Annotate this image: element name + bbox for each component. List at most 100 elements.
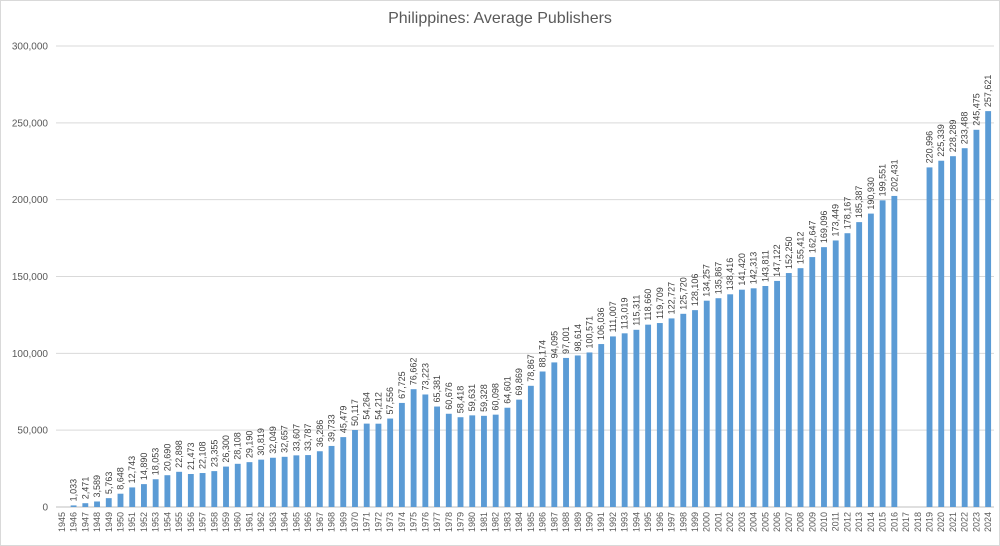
- data-label: 128,106: [690, 274, 700, 307]
- data-label: 22,108: [198, 441, 208, 469]
- x-tick-label: 2005: [760, 512, 770, 532]
- x-tick-label: 1987: [549, 512, 559, 532]
- bar: [141, 484, 147, 507]
- x-tick-label: 2015: [878, 512, 888, 532]
- x-tick-label: 1974: [397, 512, 407, 532]
- x-tick-label: 1959: [221, 512, 231, 532]
- bar: [281, 456, 288, 507]
- bar: [738, 289, 745, 507]
- data-label: 21,473: [186, 442, 196, 470]
- data-label: 64,601: [502, 376, 512, 404]
- data-label: 88,174: [538, 340, 548, 368]
- data-label: 115,311: [631, 295, 641, 326]
- data-label: 58,418: [456, 386, 466, 414]
- data-label: 26,300: [221, 435, 231, 463]
- x-tick-label: 2018: [913, 512, 923, 532]
- bar: [680, 313, 687, 507]
- data-label: 54,212: [373, 392, 383, 420]
- bar: [633, 329, 640, 507]
- data-label: 65,381: [432, 375, 442, 403]
- bar: [832, 240, 839, 507]
- x-tick-label: 1967: [315, 512, 325, 532]
- x-tick-label: 1993: [620, 512, 630, 532]
- bar: [211, 471, 218, 507]
- x-tick-label: 2009: [807, 512, 817, 532]
- data-label: 60,098: [491, 383, 501, 411]
- data-label: 147,122: [772, 244, 782, 277]
- bar: [70, 505, 77, 507]
- x-tick-label: 1953: [151, 512, 161, 532]
- bar: [961, 148, 968, 507]
- x-tick-label: 1966: [303, 512, 313, 532]
- x-tick-label: 1982: [491, 512, 501, 532]
- bar: [410, 389, 417, 507]
- bar: [258, 459, 265, 507]
- x-tick-label: 1952: [139, 512, 149, 532]
- bar: [950, 156, 956, 507]
- bar: [891, 195, 898, 507]
- bar: [187, 474, 194, 507]
- x-tick-label: 1996: [655, 512, 665, 532]
- data-label: 32,049: [268, 426, 278, 454]
- data-label: 73,223: [420, 363, 430, 391]
- data-label: 169,096: [819, 211, 829, 244]
- x-tick-label: 1964: [280, 512, 290, 532]
- data-label: 14,890: [139, 453, 149, 481]
- x-tick-label: 1949: [104, 512, 114, 532]
- bar: [750, 288, 757, 507]
- data-label: 60,676: [444, 382, 454, 410]
- x-tick-label: 1957: [198, 512, 208, 532]
- x-tick-label: 1961: [244, 512, 254, 532]
- y-tick-label: 50,000: [17, 426, 48, 437]
- x-tick-label: 2003: [737, 512, 747, 532]
- y-tick-label: 100,000: [12, 349, 49, 360]
- y-tick-label: 0: [42, 503, 48, 514]
- data-label: 78,867: [526, 354, 536, 382]
- x-tick-label: 1998: [678, 512, 688, 532]
- x-tick-label: 1945: [57, 512, 67, 532]
- bar: [422, 394, 429, 507]
- x-tick-label: 2021: [948, 512, 958, 532]
- data-label: 32,657: [280, 425, 290, 453]
- data-label: 138,416: [725, 258, 735, 291]
- x-tick-label: 1977: [432, 512, 442, 532]
- x-tick-label: 1983: [502, 512, 512, 532]
- data-label: 29,190: [244, 431, 254, 459]
- data-label: 185,387: [854, 186, 864, 219]
- bar: [328, 445, 335, 507]
- bar: [692, 310, 698, 507]
- bar: [610, 336, 616, 507]
- bar: [598, 344, 605, 507]
- data-label: 152,250: [784, 236, 794, 269]
- x-tick-label: 1950: [115, 512, 125, 532]
- x-tick-label: 2022: [960, 512, 970, 532]
- y-tick-label: 200,000: [12, 195, 49, 206]
- data-label: 57,556: [385, 387, 395, 415]
- x-tick-label: 1990: [584, 512, 594, 532]
- x-tick-label: 1999: [690, 512, 700, 532]
- bar: [375, 423, 382, 507]
- bar: [94, 501, 100, 507]
- data-label: 1,033: [69, 479, 79, 502]
- x-tick-label: 2008: [796, 512, 806, 532]
- x-tick-label: 2019: [925, 512, 935, 532]
- x-tick-label: 1958: [209, 512, 219, 532]
- x-tick-label: 1997: [667, 512, 677, 532]
- data-label: 28,108: [233, 432, 243, 460]
- x-tick-label: 2002: [725, 512, 735, 532]
- data-label: 118,660: [643, 289, 653, 321]
- data-label: 22,898: [174, 440, 184, 468]
- data-label: 228,289: [948, 120, 958, 153]
- bar: [434, 406, 440, 507]
- data-label: 50,117: [350, 399, 360, 426]
- data-label: 257,621: [983, 75, 993, 108]
- x-tick-label: 2020: [936, 512, 946, 532]
- x-tick-label: 1976: [420, 512, 430, 532]
- bar: [551, 362, 558, 507]
- x-tick-label: 1972: [373, 512, 383, 532]
- y-tick-label: 300,000: [12, 42, 49, 53]
- bar: [305, 455, 312, 507]
- x-tick-label: 1973: [385, 512, 395, 532]
- bar: [246, 462, 253, 507]
- x-tick-label: 1980: [467, 512, 477, 532]
